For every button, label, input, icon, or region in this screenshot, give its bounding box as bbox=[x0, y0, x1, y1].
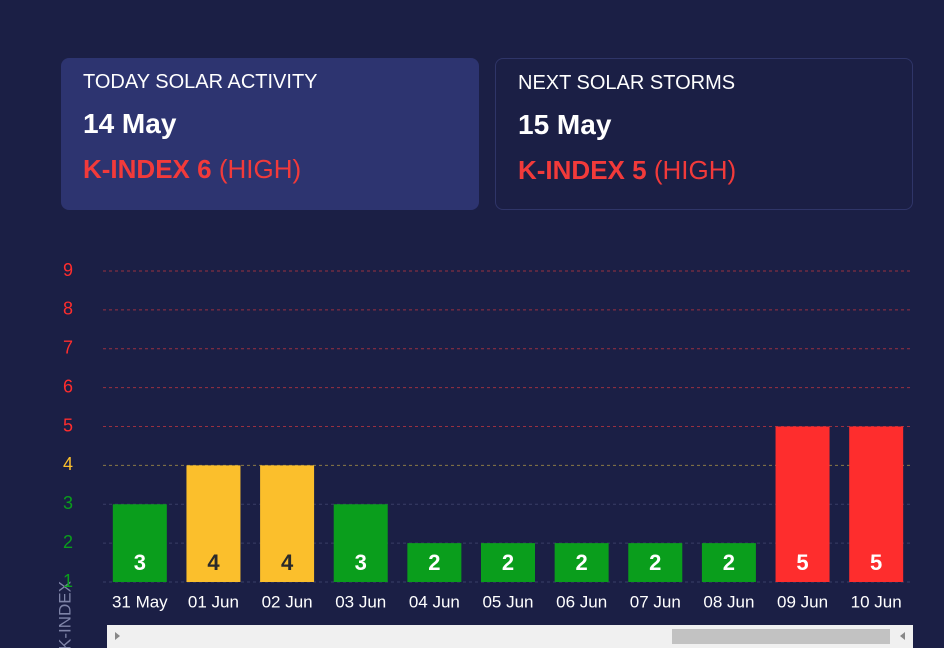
data-label: 3 bbox=[355, 550, 367, 575]
y-tick-label: 8 bbox=[63, 299, 73, 319]
data-label: 2 bbox=[502, 550, 514, 575]
data-label: 2 bbox=[576, 550, 588, 575]
data-label: 4 bbox=[207, 550, 220, 575]
x-tick-label: 03 Jun bbox=[335, 592, 386, 611]
x-tick-label: 01 Jun bbox=[188, 592, 239, 611]
bar bbox=[333, 504, 388, 582]
x-tick-label: 10 Jun bbox=[851, 592, 902, 611]
bar bbox=[481, 543, 535, 582]
x-tick-label: 31 May bbox=[112, 592, 168, 611]
bar bbox=[701, 543, 756, 582]
data-label: 5 bbox=[796, 550, 808, 575]
card-index: K-INDEX 5 (HIGH) bbox=[518, 155, 890, 186]
data-label: 2 bbox=[723, 550, 735, 575]
card-index: K-INDEX 6 (HIGH) bbox=[83, 154, 457, 185]
y-tick-label: 3 bbox=[63, 493, 73, 513]
k-index: K-INDEX 6 bbox=[83, 154, 212, 184]
next-card: NEXT SOLAR STORMS 15 May K-INDEX 5 (HIGH… bbox=[495, 58, 913, 210]
x-tick-label: 07 Jun bbox=[630, 592, 681, 611]
y-tick-label: 4 bbox=[63, 454, 73, 474]
y-axis-label: K-INDEX bbox=[55, 581, 74, 648]
bar bbox=[628, 543, 683, 582]
bar bbox=[554, 543, 609, 582]
card-title: NEXT SOLAR STORMS bbox=[518, 72, 736, 94]
x-tick-label: 06 Jun bbox=[556, 592, 607, 611]
y-tick-label: 9 bbox=[63, 260, 73, 280]
scrollbar-thumb[interactable] bbox=[672, 629, 890, 644]
x-tick-label: 02 Jun bbox=[262, 592, 313, 611]
today-card: TODAY SOLAR ACTIVITY 14 May K-INDEX 6 (H… bbox=[61, 58, 479, 210]
y-tick-label: 2 bbox=[63, 532, 73, 552]
data-label: 4 bbox=[281, 550, 294, 575]
x-tick-label: 05 Jun bbox=[482, 592, 533, 611]
x-tick-label: 09 Jun bbox=[777, 592, 828, 611]
data-label: 3 bbox=[134, 550, 146, 575]
data-label: 5 bbox=[870, 550, 882, 575]
scroll-right[interactable] bbox=[900, 632, 905, 640]
data-label: 2 bbox=[649, 550, 661, 575]
bar bbox=[260, 465, 315, 582]
k-level: (HIGH) bbox=[218, 154, 302, 184]
y-tick-label: 7 bbox=[63, 338, 73, 358]
data-label: 2 bbox=[428, 550, 440, 575]
card-date: 14 May bbox=[83, 108, 177, 139]
y-tick-label: 6 bbox=[63, 376, 73, 396]
bar bbox=[186, 465, 241, 582]
x-tick-label: 08 Jun bbox=[703, 592, 754, 611]
bar bbox=[775, 426, 830, 582]
y-tick-label: 1 bbox=[63, 571, 73, 591]
k-level: (HIGH) bbox=[653, 155, 737, 185]
bar bbox=[112, 504, 167, 582]
scroll-left[interactable] bbox=[115, 632, 120, 640]
y-tick-label: 5 bbox=[63, 415, 73, 435]
bar bbox=[407, 543, 462, 582]
k-index: K-INDEX 5 bbox=[518, 155, 647, 185]
x-tick-label: 04 Jun bbox=[409, 592, 460, 611]
bar bbox=[849, 426, 904, 582]
card-title: TODAY SOLAR ACTIVITY bbox=[83, 71, 318, 93]
card-date: 15 May bbox=[518, 109, 612, 140]
